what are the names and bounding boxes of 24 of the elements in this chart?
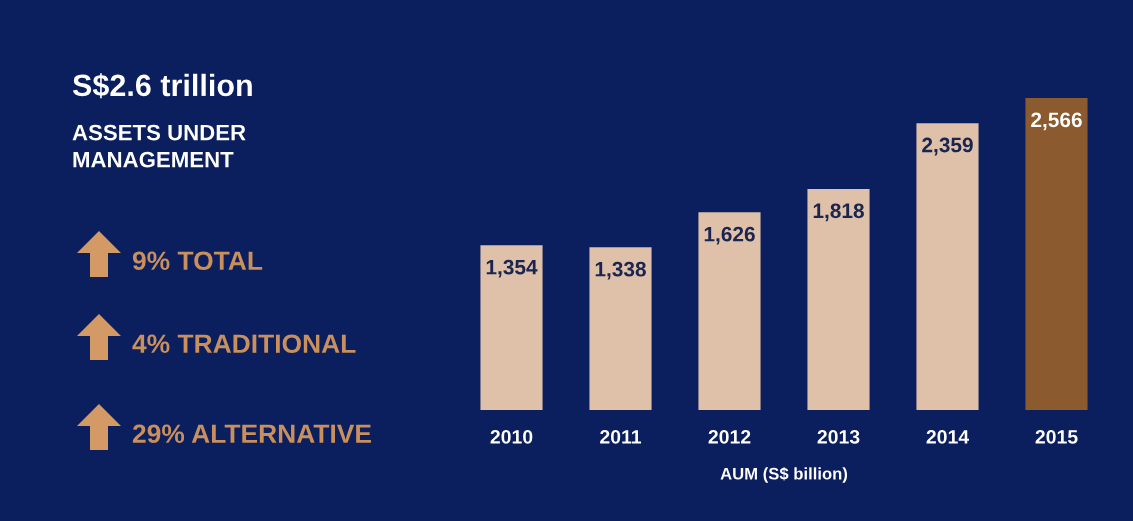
data-label: 1,354: [486, 259, 538, 278]
text: 9% TOTAL: [132, 251, 263, 271]
data-label: 1,338: [595, 261, 646, 280]
bar: [916, 123, 979, 410]
data-label: 2,566: [1031, 112, 1082, 131]
text: S$2.6 trillion: [72, 73, 252, 99]
x-tick-label: 2011: [600, 429, 642, 444]
data-label: 2,359: [922, 137, 973, 156]
data-label: 1,818: [813, 203, 864, 222]
bar: [698, 212, 761, 410]
x-tick-label: 2010: [490, 429, 533, 444]
bar: [589, 247, 652, 410]
x-tick-label: 2014: [926, 429, 970, 444]
bar: [1025, 98, 1088, 410]
x-tick-label: 2013: [817, 429, 860, 444]
bar: [807, 188, 870, 410]
text: 4% TRADITIONAL: [132, 334, 356, 354]
x-tick-label: 2012: [708, 429, 751, 444]
x-tick-label: 2015: [1035, 429, 1078, 444]
text: 29% ALTERNATIVE: [132, 424, 371, 444]
data-label: 1,626: [704, 226, 755, 245]
bar: [480, 245, 543, 410]
x-axis-title: AUM (S$ billion): [720, 467, 848, 483]
text: ASSETS UNDER MANAGEMENT: [72, 124, 246, 168]
